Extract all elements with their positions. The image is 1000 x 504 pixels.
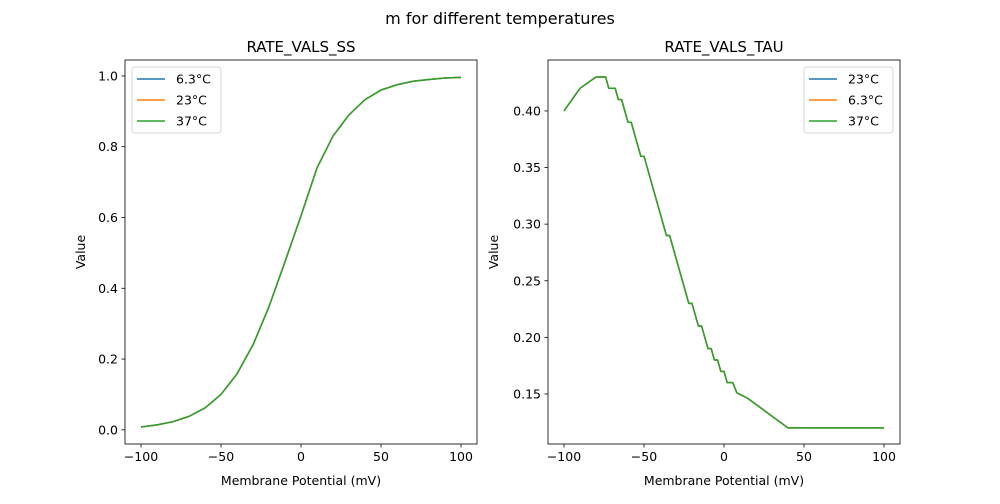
x-tick-label: 50 xyxy=(796,449,812,464)
legend-label-0: 6.3°C xyxy=(176,72,211,87)
x-tick-label: 0 xyxy=(720,449,728,464)
x-tick-label: 100 xyxy=(872,449,896,464)
x-axis-label: Membrane Potential (mV) xyxy=(221,473,381,488)
y-tick-label: 0.20 xyxy=(513,330,541,345)
y-tick-label: 0.30 xyxy=(513,217,541,232)
legend-box xyxy=(803,66,894,134)
x-tick-label: −100 xyxy=(124,449,158,464)
legend-label-2: 37°C xyxy=(176,114,207,129)
legend-label-1: 6.3°C xyxy=(848,93,883,108)
x-tick-label: 50 xyxy=(373,449,389,464)
subplot-rate-vals-ss: −100 −50 0 50 100 0.0 0.2 0.4 0.6 0.8 1.0 RATE_VALS… xyxy=(73,38,478,488)
subplot-title: RATE_VALS_SS xyxy=(246,38,355,57)
legend-label-0: 23°C xyxy=(848,72,879,87)
x-tick-label: 100 xyxy=(449,449,473,464)
x-tick-label: −100 xyxy=(547,449,581,464)
y-axis-label: Value xyxy=(486,235,501,270)
y-tick-label: 0.35 xyxy=(513,160,541,175)
legend: 23°C 6.3°C 37°C xyxy=(803,66,894,134)
y-tick-label: 0.40 xyxy=(513,103,541,118)
y-tick-label: 0.6 xyxy=(98,210,118,225)
x-tick-label: −50 xyxy=(208,449,234,464)
series-line-2 xyxy=(563,76,884,429)
y-tick-label: 0.8 xyxy=(98,139,118,154)
y-tick-label: 0.2 xyxy=(98,352,118,367)
series-line-2 xyxy=(140,76,462,428)
legend: 6.3°C 23°C 37°C xyxy=(131,66,222,134)
y-tick-label: 0.15 xyxy=(513,386,541,401)
x-tick-label: 0 xyxy=(297,449,305,464)
legend-label-2: 37°C xyxy=(848,114,879,129)
subplot-title: RATE_VALS_TAU xyxy=(664,38,783,57)
y-tick-label: 0.4 xyxy=(98,281,118,296)
x-tick-label: −50 xyxy=(631,449,657,464)
y-axis-label: Value xyxy=(73,235,88,270)
legend-label-1: 23°C xyxy=(176,93,207,108)
x-axis-label: Membrane Potential (mV) xyxy=(644,473,804,488)
y-tick-label: 1.0 xyxy=(98,68,118,83)
y-tick-label: 0.0 xyxy=(98,422,118,437)
figure-title: m for different temperatures xyxy=(385,9,615,28)
subplot-rate-vals-tau: −100 −50 0 50 100 0.15 0.20 0.25 0.30 0.35 0.40 RAT… xyxy=(486,38,901,488)
legend-box xyxy=(131,66,222,134)
y-tick-label: 0.25 xyxy=(513,273,541,288)
